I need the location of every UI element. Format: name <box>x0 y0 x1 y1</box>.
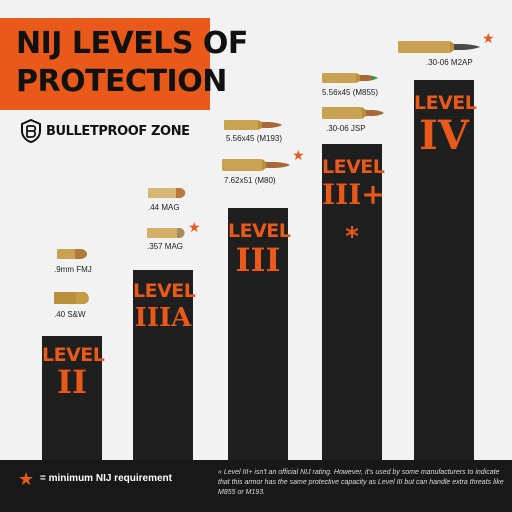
round-357mag-label: .357 MAG <box>147 242 184 251</box>
round-40sw-icon <box>54 292 89 304</box>
legend-star-icon: ★ <box>18 469 35 489</box>
star-762x51-icon: ★ <box>292 147 305 163</box>
level-iii-plus-numeral: III+ <box>322 178 385 211</box>
title-banner: NIJ LEVELS OF PROTECTION <box>0 18 248 110</box>
level-iiia-word: LEVEL <box>133 280 196 302</box>
round-556x45-m855-label: 5.56x45 (M855) <box>322 88 379 97</box>
title-line-1: NIJ LEVELS OF <box>16 26 248 61</box>
level-iv-numeral: IV <box>419 112 469 159</box>
legend-text: = minimum NIJ requirement <box>40 473 172 484</box>
level-ii-numeral: II <box>57 363 87 401</box>
asterisk-mark: * <box>345 222 359 252</box>
round-3006m2ap-label: .30-06 M2AP <box>426 58 473 67</box>
level-iv-bar: LEVEL IV <box>414 80 477 460</box>
round-9mm-icon <box>57 249 87 259</box>
shield-logo-icon <box>21 119 41 143</box>
round-3006jsp-icon <box>322 107 384 119</box>
round-556x45-m193-label: 5.56x45 (M193) <box>226 134 283 143</box>
level-iii-bar: LEVEL III <box>228 208 291 460</box>
round-44mag-label: .44 MAG <box>148 203 180 212</box>
level-iii-numeral: III <box>235 241 281 279</box>
footer: ★ = minimum NIJ requirement « Level III+… <box>0 460 512 512</box>
round-762x51-icon <box>222 159 290 171</box>
level-ii-word: LEVEL <box>42 344 105 366</box>
level-iiia-bar: LEVEL IIIA <box>133 270 196 460</box>
star-357mag-icon: ★ <box>188 219 201 235</box>
round-762x51-label: 7.62x51 (M80) <box>224 176 276 185</box>
brand-name: BULLETPROOF ZONE <box>46 123 190 139</box>
footnote: « Level III+ isn't an official NIJ ratin… <box>218 469 504 496</box>
round-556x45-m193-icon <box>224 120 282 130</box>
level-iii-plus-bar: LEVEL III+ * <box>322 144 385 460</box>
round-357mag-icon <box>147 228 185 238</box>
round-40sw-label: .40 S&W <box>54 310 86 319</box>
round-44mag-icon <box>148 188 186 198</box>
brand-logo: BULLETPROOF ZONE <box>20 118 190 144</box>
round-3006jsp-label: .30-06 JSP <box>326 124 366 133</box>
level-iiia-numeral: IIIA <box>134 303 192 333</box>
level-iii-word: LEVEL <box>228 220 291 242</box>
level-ii-bar: LEVEL II <box>42 336 105 460</box>
level-iv-word: LEVEL <box>414 92 477 114</box>
round-9mm-label: .9mm FMJ <box>54 265 92 274</box>
level-iii-plus-word: LEVEL <box>322 156 385 178</box>
round-3006m2ap-icon <box>398 41 480 53</box>
star-3006m2ap-icon: ★ <box>482 30 495 46</box>
title-line-2: PROTECTION <box>16 64 227 99</box>
round-556x45-m855-icon <box>322 73 378 83</box>
